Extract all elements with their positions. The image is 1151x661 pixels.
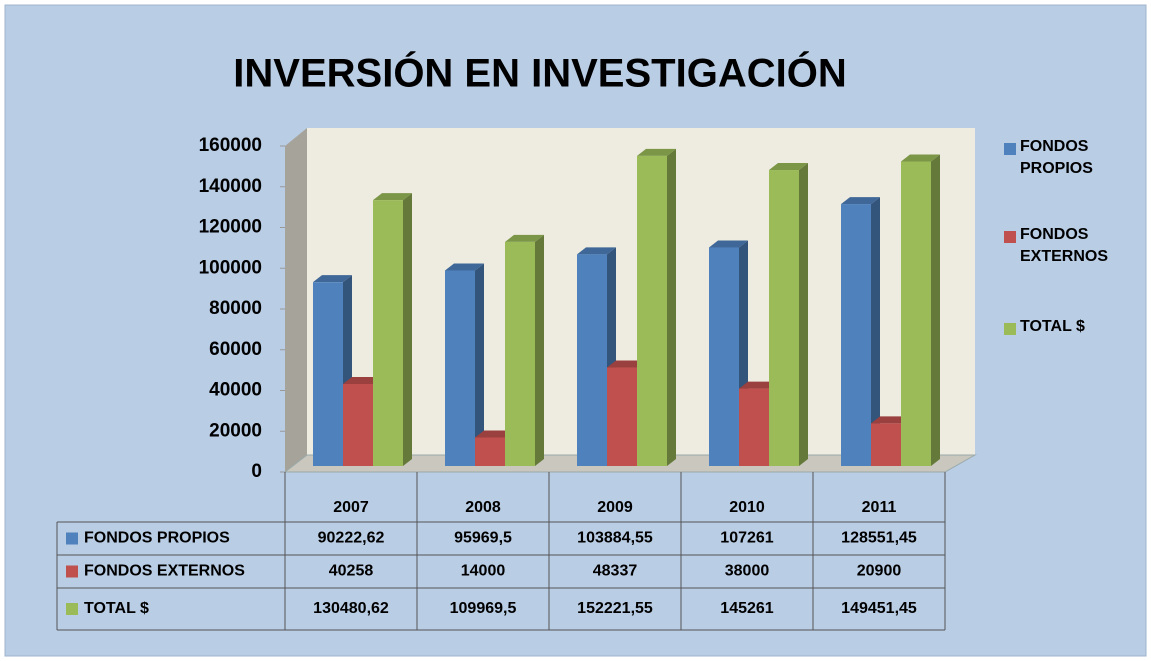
bar [841,204,871,466]
legend-key [1004,143,1016,155]
bar-top [637,148,676,156]
bar-top [709,240,748,248]
table-cell: 103884,55 [577,530,653,547]
x-tick-label: 2008 [465,499,501,516]
y-tick-label: 120000 [199,217,262,238]
bar [343,383,373,466]
legend-label: FONDOS EXTERNOS [1020,226,1109,265]
legend-key [66,603,78,615]
bar [739,388,769,466]
bar [373,200,403,466]
bar [313,282,343,466]
bar-side [475,263,484,466]
bar [901,161,931,466]
table-cell: 20900 [857,563,902,580]
bar-top [871,416,910,424]
y-tick-label: 100000 [199,257,262,278]
chart-title: INVERSIÓN EN INVESTIGACIÓN [233,50,846,96]
bar-side [667,148,676,467]
table-cell: 128551,45 [841,530,917,547]
table-cell: 38000 [725,563,770,580]
bar-side [931,154,940,466]
y-tick-label: 140000 [199,176,262,197]
side-wall [285,128,307,472]
bar-top [901,154,940,162]
bar-top [313,275,352,283]
bar-side [403,193,412,466]
bar-top [841,197,880,205]
y-tick-label: 160000 [199,135,262,156]
bar [505,241,535,466]
bar-top [505,234,544,242]
y-tick-label: 40000 [209,380,262,401]
x-tick-label: 2011 [862,499,897,516]
legend-key [66,565,78,578]
table-cell: 40258 [329,563,374,580]
bar [445,270,475,466]
bar [709,247,739,466]
legend-label: TOTAL $ [1020,318,1085,335]
table-cell: 48337 [593,563,638,580]
bar-top [445,263,484,271]
row-header: FONDOS PROPIOS [84,530,230,547]
table-cell: 152221,55 [577,600,653,617]
bar [607,367,637,466]
legend-key [66,532,78,545]
bar-top [769,163,808,171]
x-tick-label: 2009 [597,499,633,516]
bar-side [871,197,880,466]
y-tick-label: 20000 [209,420,262,441]
bar [637,155,667,467]
bar-top [343,376,382,384]
row-header: FONDOS EXTERNOS [84,563,245,580]
table-cell: 95969,5 [454,530,512,547]
bar-side [535,234,544,466]
legend-label: FONDOS PROPIOS [1020,138,1093,177]
bar [769,170,799,467]
y-tick-label: 0 [251,461,262,482]
bar-top [739,381,778,389]
table-cell: 145261 [720,600,773,617]
bar [577,254,607,466]
bar-top [577,247,616,255]
row-header: TOTAL $ [84,600,149,617]
x-tick-label: 2007 [333,499,369,516]
table-cell: 14000 [461,563,506,580]
table-cell: 130480,62 [313,600,389,617]
table-cell: 149451,45 [841,600,917,617]
table-cell: 107261 [720,530,773,547]
y-tick-label: 60000 [209,339,262,360]
bar-top [607,360,646,368]
y-tick-label: 80000 [209,298,262,319]
table-cell: 109969,5 [450,600,517,617]
bar-side [799,163,808,467]
x-tick-label: 2010 [729,499,765,516]
bar-top [373,193,412,201]
legend-key [1004,323,1016,335]
bar-top [475,430,514,438]
bar [871,423,901,466]
legend-key [1004,231,1016,243]
bar [475,437,505,466]
table-cell: 90222,62 [318,530,385,547]
